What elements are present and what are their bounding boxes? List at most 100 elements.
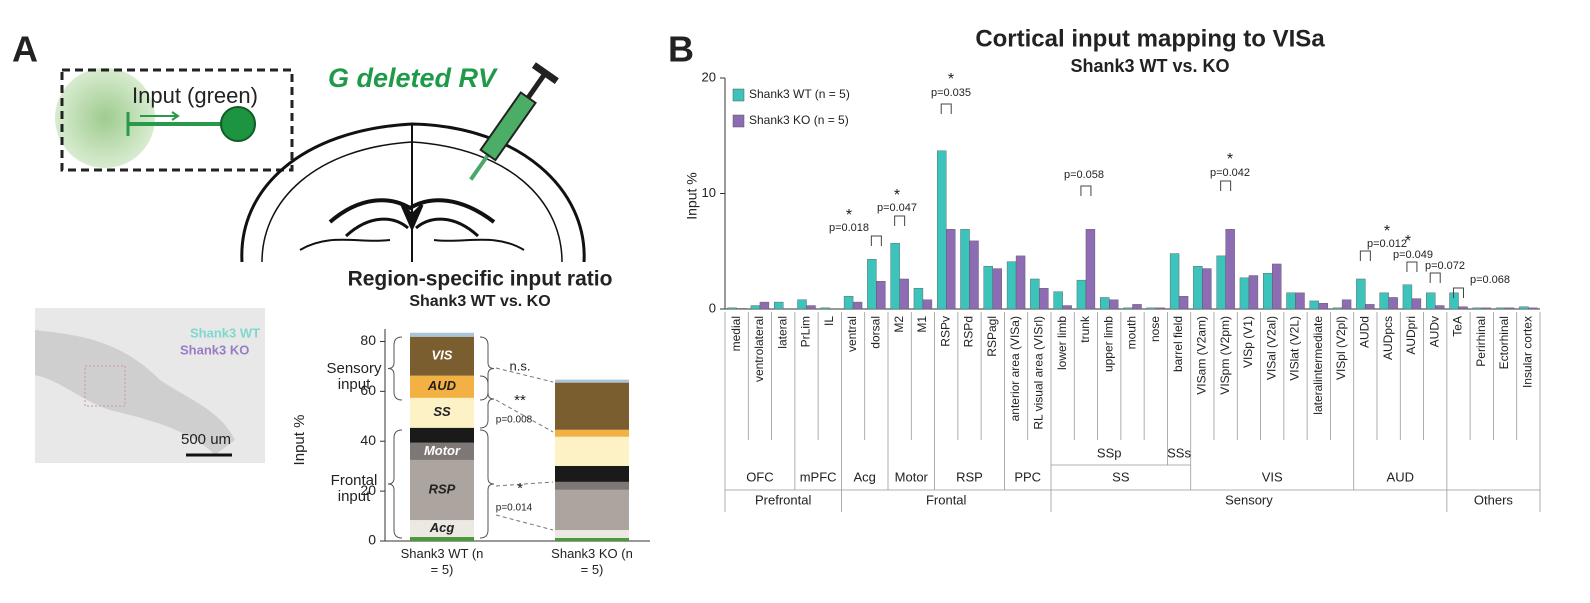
x-tick-label: VISpm (V2pm): [1218, 316, 1232, 395]
bar: [1085, 229, 1096, 310]
bar-segment: [555, 379, 629, 383]
bar: [774, 301, 784, 310]
brace: [387, 429, 403, 539]
x-tick-label: Perirhinal: [1474, 316, 1488, 367]
legend-label: Shank3 WT (n = 5): [749, 87, 850, 101]
annotation: *: [1384, 223, 1390, 240]
bracket: [940, 103, 952, 114]
bar: [1216, 255, 1226, 310]
annotation: *: [846, 207, 852, 224]
annotation: p=0.068: [1470, 274, 1510, 286]
bar: [899, 278, 909, 310]
bar: [1481, 307, 1491, 310]
bar: [946, 229, 956, 310]
segment-label: Acg: [429, 520, 455, 535]
annotation: *: [1227, 151, 1233, 168]
legend-label: Shank3 KO (n = 5): [749, 113, 849, 127]
x-tick-label: AUDd: [1358, 316, 1372, 348]
bar: [983, 266, 993, 310]
x-tick-label: RSPd: [962, 316, 976, 347]
x-tick-label: VISal (V2al): [1264, 316, 1278, 380]
panel-label: B: [668, 29, 694, 70]
bar: [806, 305, 816, 310]
group-label: SS: [1112, 469, 1130, 484]
connector: [495, 514, 554, 531]
bar: [852, 301, 863, 310]
x-tick-label: VISp (V1): [1241, 316, 1255, 368]
bar: [890, 242, 900, 310]
bar: [727, 307, 737, 310]
x-tick-label: VISam (V2am): [1195, 316, 1209, 395]
annotation: p=0.012: [1367, 238, 1407, 250]
group-label: Acg: [854, 469, 876, 484]
grid-region: [84, 365, 126, 407]
x-tick-label: AUDpcs: [1381, 316, 1395, 360]
bar: [1458, 306, 1468, 310]
group-label: PPC: [1014, 469, 1041, 484]
x-tick-label: PrLim: [799, 316, 813, 347]
bracket: [894, 215, 906, 226]
arrow: [140, 111, 180, 121]
x-tick-label: lower limb: [1055, 316, 1069, 370]
group-label: AUD: [1387, 469, 1414, 484]
bar-segment: [410, 442, 474, 460]
bar: [759, 301, 770, 310]
legend-swatch: [732, 88, 745, 102]
wt-label: Shank3 WT: [190, 325, 260, 340]
bar: [1318, 303, 1328, 310]
y-tick-label: 0: [709, 300, 716, 315]
chart-title: Cortical input mapping to VISa: [975, 25, 1325, 52]
segment-label: SS: [433, 404, 451, 419]
bracket: [1406, 261, 1418, 272]
x-tick-label: lateral: [775, 316, 789, 349]
chart-title: Region-specific input ratio: [348, 268, 613, 291]
x-tick-label: lateralintermediate: [1311, 316, 1325, 415]
scale-label: 500 um: [181, 431, 231, 448]
bar: [1030, 278, 1040, 310]
bracket: [1359, 250, 1371, 261]
brace: [479, 336, 495, 401]
annotation: p=0.008: [496, 415, 533, 426]
x-tick-label: AUDpri: [1404, 316, 1418, 355]
ko-label: Shank3 KO: [180, 342, 249, 357]
bar-segment: [410, 427, 474, 443]
y-tick-label: 80: [360, 332, 376, 348]
segment-label: Motor: [424, 443, 461, 458]
bar-segment: [555, 436, 629, 466]
subgroup-label: SSp: [1097, 445, 1122, 460]
x-tick-label: M2: [892, 316, 906, 333]
x-tick-label: Shank3 KO (n = 5): [551, 546, 633, 577]
y-tick-label: 60: [360, 382, 376, 398]
x-tick-label: trunk: [1078, 315, 1092, 343]
annotation: **: [514, 392, 526, 409]
group-label: Motor: [895, 469, 929, 484]
bar: [1100, 297, 1110, 310]
bar: [937, 150, 947, 310]
bar: [1248, 275, 1259, 310]
group-label: Frontal input: [330, 472, 378, 505]
x-tick-label: TeA: [1451, 316, 1465, 337]
bar: [1062, 305, 1072, 310]
x-tick-label: VISpl (V2pl): [1334, 316, 1348, 380]
connector: [495, 399, 554, 433]
bar: [1015, 255, 1026, 310]
bar: [1388, 297, 1398, 310]
group-label: RSP: [956, 469, 983, 484]
bar: [960, 229, 970, 310]
bar-segment: [555, 429, 629, 437]
bar: [1435, 305, 1445, 310]
annotation: p=0.058: [1064, 169, 1104, 181]
bar: [1402, 284, 1413, 310]
x-tick-label: RL visual area (VISrl): [1032, 316, 1046, 430]
bar: [1356, 278, 1366, 310]
bar: [736, 308, 746, 310]
bracket: [870, 235, 882, 246]
x-tick-label: ventral: [845, 316, 859, 352]
bar: [1146, 307, 1156, 310]
x-tick-label: Insular cortex: [1521, 316, 1535, 388]
annotation: p=0.042: [1210, 167, 1250, 179]
y-tick-label: 20: [360, 482, 376, 498]
chart-subtitle: Shank3 WT vs. KO: [1070, 56, 1229, 76]
